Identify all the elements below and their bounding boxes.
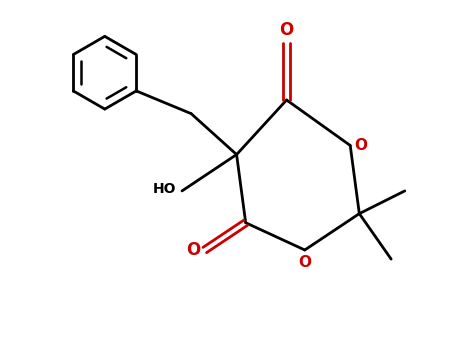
Text: O: O <box>279 21 294 38</box>
Text: HO: HO <box>153 182 177 196</box>
Text: O: O <box>186 241 200 259</box>
Text: O: O <box>354 138 367 153</box>
Text: O: O <box>298 254 311 270</box>
